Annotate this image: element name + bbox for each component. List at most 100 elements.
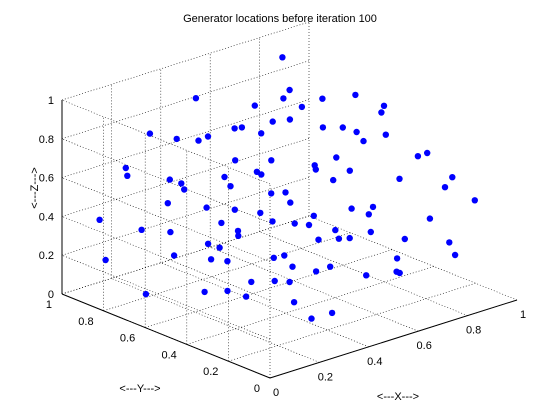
scatter-point [360, 137, 367, 145]
scatter-point [96, 216, 103, 223]
grid-line-z-backwall [61, 99, 310, 178]
scatter-point [330, 176, 337, 184]
scatter-point [451, 251, 459, 259]
scatter-point [339, 124, 346, 131]
scatter-point [393, 255, 401, 262]
scatter-point [287, 199, 294, 206]
scatter-point [181, 186, 188, 193]
scatter-point [328, 309, 336, 317]
scatter-point [380, 102, 388, 110]
scatter-point [365, 211, 372, 218]
scatter-point [298, 103, 306, 111]
scatter-point [224, 258, 231, 265]
scatter-point [369, 203, 377, 211]
scatter-point [279, 54, 286, 61]
scatter-point [192, 95, 200, 102]
x-tick-label: 0.4 [367, 356, 382, 368]
z-tick-label: 0.6 [39, 173, 54, 185]
scatter-point [367, 228, 374, 236]
scatter-point [218, 219, 225, 227]
scatter-point [221, 173, 228, 181]
y-axis-line [61, 293, 271, 379]
scatter-point [280, 95, 287, 102]
grid-line-z-backwall [61, 21, 310, 101]
grid-line-z-backwall [61, 215, 310, 295]
scatter-point [231, 125, 238, 132]
grid-line-z-leftwall [61, 216, 271, 301]
scatter-point [268, 190, 275, 197]
scatter-point [238, 124, 246, 131]
scatter-point [327, 263, 334, 270]
scatter-point [201, 288, 208, 296]
y-tick-label: 0.2 [203, 366, 218, 378]
grid-line-z-backwall [61, 60, 310, 140]
scatter-point [235, 232, 242, 240]
x-tick-label: 0.6 [417, 340, 432, 352]
scatter-point [258, 130, 265, 137]
scatter-point [178, 180, 185, 187]
scatter-point [164, 200, 171, 207]
z-tick-label: 0.4 [39, 211, 54, 223]
scatter-point [312, 166, 319, 173]
grid-line-x-floor [160, 262, 369, 348]
z-axis-title: <---Z---> [29, 167, 41, 209]
scatter-point [346, 167, 353, 174]
scatter-point [269, 218, 276, 225]
scatter-point [251, 102, 258, 109]
scatter-point [449, 174, 456, 181]
scatter-point [363, 272, 370, 279]
scatter-point [335, 235, 343, 242]
scatter-point [146, 130, 154, 137]
y-tick-label: 0.8 [78, 316, 93, 328]
axes-box [61, 100, 518, 379]
scatter-point [138, 226, 145, 233]
x-tick-label: 0.2 [318, 371, 333, 383]
grid-line-y-floor [186, 266, 434, 345]
scatter-point [248, 278, 255, 286]
scatter-point [332, 226, 339, 234]
y-tick-label: 0 [254, 383, 260, 395]
scatter-point [378, 109, 385, 116]
scatter-point [124, 172, 131, 179]
scatter-point [231, 206, 238, 213]
scatter-point [286, 86, 293, 94]
scatter-point [257, 209, 264, 217]
scatter-point [446, 239, 453, 246]
grid-line-z-backwall [61, 138, 310, 217]
scatter-point [204, 133, 212, 140]
grid-line-x-floor [259, 231, 468, 316]
scatter-point [224, 287, 231, 295]
scatter-point [319, 95, 326, 102]
z-tick-label: 0.8 [39, 134, 54, 146]
scatter-point [269, 118, 276, 125]
scatter-point [312, 268, 320, 275]
y-tick-label: 0.4 [162, 349, 177, 361]
scatter-point [396, 175, 403, 182]
scatter-point [286, 116, 294, 123]
grid-line-y-floor [145, 249, 393, 328]
scatter-point [173, 135, 180, 143]
scatter-point [346, 234, 353, 242]
scatter-point [253, 168, 261, 175]
scatter-point [234, 227, 242, 235]
scatter-point [282, 189, 289, 196]
scatter-point [204, 240, 212, 247]
x-axis-line [269, 299, 518, 379]
grid-line-y-floor [228, 282, 476, 362]
scatter-point [424, 149, 431, 157]
scatter-point [382, 131, 389, 138]
chart-title: Generator locations before iteration 100 [183, 13, 377, 25]
scatter-point [216, 244, 223, 251]
grid-line-y-floor [103, 232, 351, 312]
scatter-point [290, 299, 298, 306]
scatter-point [227, 183, 234, 190]
scatter-point [102, 256, 109, 264]
scatter-point [393, 268, 400, 275]
scatter-point [167, 228, 174, 236]
scatter-point [333, 154, 340, 161]
tick-labels: 00.20.40.60.8100.20.40.60.8100.20.40.60.… [39, 95, 526, 399]
scatter-point [319, 124, 327, 131]
scatter-point [270, 254, 277, 261]
scatter-point [268, 157, 275, 164]
